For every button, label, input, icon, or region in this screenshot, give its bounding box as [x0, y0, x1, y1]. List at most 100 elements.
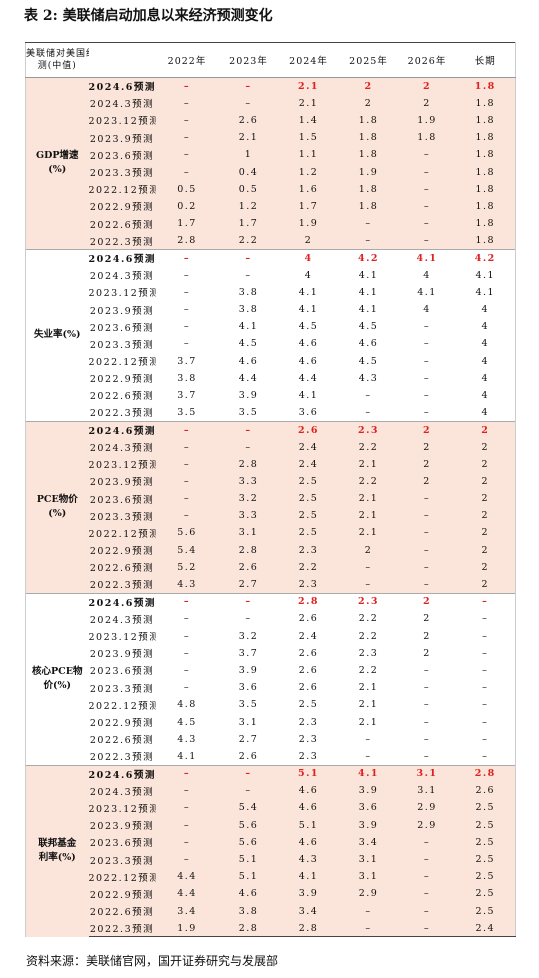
forecast-table: 美联储对美国经济未来预测(中值) 2022年2023年2024年2025年2026…	[25, 42, 516, 938]
forecast-value: 4.5	[358, 321, 379, 333]
forecast-value: –	[455, 679, 516, 697]
forecast-value: 3.8	[218, 902, 279, 920]
forecast-value: 2	[455, 541, 516, 559]
forecast-value: 2.5	[455, 868, 516, 886]
forecast-value: 1.1	[278, 146, 339, 164]
forecast-value: 3.9	[238, 664, 259, 676]
forecast-value: 1.7	[155, 215, 219, 233]
forecast-value: 3.9	[338, 782, 399, 800]
forecast-value: 4.4	[238, 372, 259, 384]
forecast-value: –	[455, 747, 516, 765]
forecast-value: 4.3	[155, 575, 219, 594]
forecast-value: 2	[278, 232, 339, 250]
forecast-value: 2	[455, 524, 516, 542]
forecast-value: 2.4	[455, 919, 516, 938]
forecast-value: 2.1	[338, 455, 399, 473]
forecast-value: –	[183, 647, 191, 659]
forecast-value: 1.8	[455, 180, 516, 198]
forecast-value: 2.8	[218, 455, 279, 473]
table-row: 2024.3预测 – –2.4 2.2 2 2	[26, 438, 516, 456]
forecast-value: –	[398, 146, 456, 164]
forecast-value: –	[155, 490, 219, 508]
group-label-line: (%)	[48, 164, 67, 176]
forecast-value: 4.8	[177, 699, 197, 711]
forecast-value: 4.1	[358, 304, 379, 316]
forecast-value: –	[155, 455, 219, 473]
forecast-value: 1.8	[338, 129, 399, 147]
forecast-value: 2.2	[358, 630, 379, 642]
forecast-value: 4.5	[358, 355, 379, 367]
forecast-value: 0.5	[155, 180, 219, 198]
forecast-value: 4	[423, 269, 431, 281]
group-label-line: 价(%)	[43, 680, 72, 692]
forecast-value: 2.2	[358, 613, 379, 625]
forecast-date: 2023.3预测	[89, 683, 155, 695]
table-row: 2022.6预测 1.7 1.7 1.9– –1.8	[26, 215, 516, 233]
forecast-value: –	[423, 682, 431, 694]
table-row: 2023.6预测 – 4.1 4.5 4.5 – 4	[26, 318, 516, 336]
forecast-value: 1.8	[455, 94, 516, 112]
forecast-value: 2.4	[298, 630, 319, 642]
table-row: 2022.6预测 4.3 2.7 2.3 – – –	[26, 730, 516, 748]
forecast-date: 2023.3预测	[89, 339, 155, 351]
table-row: 2023.3预测 – 4.5 4.6 4.6 – 4	[26, 335, 516, 353]
forecast-value: 2.7	[238, 733, 259, 745]
forecast-date: 2023.6预测	[89, 322, 155, 334]
forecast-date: 2024.3预测	[88, 438, 156, 456]
forecast-value: 3.6	[338, 799, 399, 817]
forecast-date: 2023.3预测	[88, 850, 156, 869]
forecast-value: –	[155, 782, 219, 800]
forecast-value: 3.8	[177, 372, 197, 384]
forecast-value: 1.8	[338, 111, 399, 130]
table-row: 2022.12预测 4.8 3.5 2.5 2.1 – –	[26, 696, 516, 714]
forecast-value: 2.3	[278, 541, 339, 559]
forecast-value: 1.8	[455, 111, 516, 130]
forecast-value: 2.9	[398, 799, 456, 817]
forecast-value: 0.2	[155, 197, 219, 215]
forecast-value: –	[218, 248, 279, 267]
forecast-value: –	[398, 524, 456, 542]
forecast-value: 4	[278, 248, 339, 267]
forecast-value: –	[183, 304, 191, 316]
table-title: 表 2: 美联储启动加息以来经济预测变化	[24, 8, 273, 24]
forecast-value: 2	[398, 455, 456, 473]
group-label-line: GDP增速	[36, 150, 79, 162]
forecast-value: 4.1	[455, 283, 516, 301]
forecast-value: 2.5	[278, 490, 339, 508]
forecast-value: –	[365, 389, 372, 401]
forecast-date: 2024.6预测	[88, 420, 156, 439]
source-note: 资料来源：美联储官网，国开证券研究与发展部	[26, 954, 279, 968]
table-row: 2023.9预测 –2.1 1.5 1.8 1.8 1.8	[26, 129, 516, 147]
forecast-value: 4.5	[177, 716, 197, 728]
forecast-value: 4.1	[298, 304, 319, 316]
forecast-value: 4.1	[455, 266, 516, 284]
forecast-value: 3.4	[338, 833, 399, 851]
forecast-value: –	[365, 406, 372, 418]
forecast-value: –	[455, 661, 516, 680]
forecast-value: 3.4	[155, 902, 219, 920]
forecast-date: 2022.3预测	[88, 919, 156, 938]
forecast-value: 3.9	[338, 816, 399, 834]
forecast-value: –	[245, 613, 252, 625]
table-row: 2023.12预测 – 3.8 4.1 4.1 4.1 4.1	[26, 283, 516, 301]
forecast-value: 4	[455, 352, 516, 370]
forecast-value: –	[218, 438, 279, 456]
forecast-date: 2023.6预测	[88, 490, 156, 508]
table-row: 2023.9预测 – 3.8 4.1 4.1 4 4	[26, 300, 516, 319]
forecast-value: 3.4	[278, 902, 339, 920]
forecast-value: 2.3	[298, 716, 319, 728]
table-row: 2022.6预测 5.2 2.6 2.2– –2	[26, 558, 516, 576]
forecast-value: 3.5	[177, 406, 197, 418]
forecast-value: –	[155, 94, 219, 112]
forecast-date: 2022.6预测	[88, 902, 156, 920]
forecast-date: 2023.6预测	[88, 146, 156, 164]
forecast-value: 2.8	[278, 592, 339, 611]
forecast-value: –	[183, 269, 191, 281]
forecast-value: 2.6	[218, 111, 279, 130]
forecast-value: 1.6	[278, 180, 339, 198]
forecast-value: 1.9	[155, 919, 219, 938]
forecast-date: 2022.6预测	[89, 735, 155, 747]
forecast-value: 4.4	[155, 868, 219, 886]
forecast-value: –	[155, 764, 219, 783]
